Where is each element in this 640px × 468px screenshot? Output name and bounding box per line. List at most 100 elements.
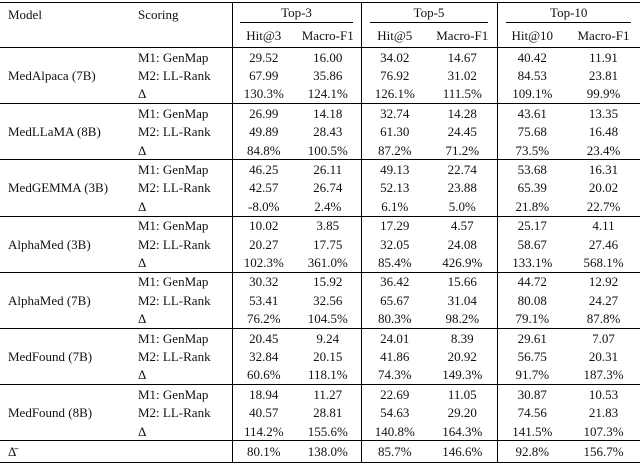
column-header: Model xyxy=(8,7,42,22)
cell-value: 53.68 xyxy=(496,159,567,179)
cell-value: 84.8% xyxy=(231,140,295,160)
data-row: MedGEMMA (3B) M1: GenMap 46.25 26.11 49.13 22… xyxy=(0,159,640,217)
cell-value: 13.35 xyxy=(567,103,640,123)
data-row: M2: LL-Rank 49.89 28.43 61.30 24.45 75.68 16.4… xyxy=(0,122,640,141)
data-row: MedAlpaca (7B) M1: GenMap 29.52 16.00 34.02 1… xyxy=(0,46,640,104)
group-header: Top-5 xyxy=(360,2,497,24)
cell-value: 156.7% xyxy=(567,440,640,463)
group-label: Top-10 xyxy=(506,4,632,23)
model-name: MedLLaMA (8B) xyxy=(0,103,133,160)
cell-value: 20.31 xyxy=(588,348,619,364)
data-row: Δ 60.6% 118.1% 74.3% 149.3% 91.7% 187.3% xyxy=(0,365,640,385)
cell-value: 102.3% xyxy=(231,253,295,273)
cell-value: 61.30 xyxy=(360,122,428,141)
cell-value: 22.74 xyxy=(428,159,497,179)
scoring-label: M1: GenMap xyxy=(133,215,232,235)
scoring-label: M2: LL-Rank xyxy=(138,68,211,84)
cell-value: 22.7% xyxy=(586,198,621,214)
average-label: Δ̄ xyxy=(0,440,232,463)
scoring-label: M1: GenMap xyxy=(133,327,232,348)
cell-value: 141.5% xyxy=(496,421,567,441)
cell-value: 41.86 xyxy=(360,347,428,366)
model-name: MedAlpaca (7B) xyxy=(0,46,133,104)
cell-value: 11.05 xyxy=(428,384,497,404)
cell-value: 16.00 xyxy=(295,47,361,67)
cell-value: 36.42 xyxy=(360,271,428,292)
cell-value: 164.3% xyxy=(442,423,483,439)
cell-value: 124.1% xyxy=(307,86,348,102)
cell-value: 84.53 xyxy=(496,66,567,85)
data-row: Δ 114.2% 155.6% 140.8% 164.3% 141.5% 107.3% xyxy=(0,421,640,441)
cell-value: 54.63 xyxy=(360,403,428,422)
scoring-label: M2: LL-Rank xyxy=(138,236,211,252)
scoring-label: M1: GenMap xyxy=(133,103,232,123)
cell-value: 30.32 xyxy=(231,271,295,292)
cell-value: 31.02 xyxy=(447,68,477,84)
cell-value: 14.67 xyxy=(428,47,497,67)
cell-value: 91.7% xyxy=(496,365,567,385)
cell-value: 31.04 xyxy=(447,292,477,308)
cell-value: 32.05 xyxy=(360,234,428,254)
data-row: Δ 102.3% 361.0% 85.4% 426.9% 133.1% 568.1% xyxy=(0,253,640,273)
cell-value: 187.3% xyxy=(583,367,624,383)
cell-value: 11.91 xyxy=(567,47,640,67)
cell-value: 76.2% xyxy=(231,309,295,329)
cell-value: 27.46 xyxy=(588,236,619,252)
column-header: Scoring xyxy=(138,7,179,22)
cell-value: 44.72 xyxy=(496,271,567,292)
cell-value: 29.61 xyxy=(496,327,567,348)
scoring-label: M1: GenMap xyxy=(133,159,232,179)
cell-value: 49.89 xyxy=(231,122,295,141)
cell-value: 74.56 xyxy=(496,403,567,422)
cell-value: 52.13 xyxy=(360,178,428,198)
data-row: M2: LL-Rank 32.84 20.15 41.86 20.92 56.75 20.3… xyxy=(0,347,640,366)
cell-value: 26.99 xyxy=(231,103,295,123)
group-header: Top-3 xyxy=(231,2,361,24)
cell-value: 361.0% xyxy=(307,254,348,270)
model-name: MedFound (8B) xyxy=(0,384,133,441)
data-row: AlphaMed (3B) M1: GenMap 10.02 3.85 17.29 4.5… xyxy=(0,215,640,273)
scoring-label: M1: GenMap xyxy=(133,384,232,404)
cell-value: 24.08 xyxy=(447,236,477,252)
cell-value: -8.0% xyxy=(231,197,295,217)
cell-value: 21.83 xyxy=(588,405,619,421)
data-row: MedLLaMA (8B) M1: GenMap 26.99 14.18 32.74 14… xyxy=(0,103,640,160)
cell-value: 107.3% xyxy=(583,423,624,439)
scoring-label: Δ xyxy=(138,254,147,270)
cell-value: 85.4% xyxy=(360,253,428,273)
cell-value: 73.5% xyxy=(496,140,567,160)
cell-value: 133.1% xyxy=(496,253,567,273)
scoring-label: M2: LL-Rank xyxy=(138,124,211,140)
cell-value: 53.41 xyxy=(231,291,295,310)
cell-value: 130.3% xyxy=(231,84,295,104)
metric-header: Macro-F1 xyxy=(567,24,640,48)
cell-value: 85.7% xyxy=(360,440,428,463)
cell-value: 2.4% xyxy=(314,198,342,214)
cell-value: 568.1% xyxy=(583,254,624,270)
cell-value: 74.3% xyxy=(360,365,428,385)
cell-value: 16.48 xyxy=(588,124,619,140)
cell-value: 24.01 xyxy=(360,327,428,348)
metric-header: Hit@10 xyxy=(496,24,567,48)
cell-value: 65.39 xyxy=(496,178,567,198)
cell-value: 28.81 xyxy=(313,405,343,421)
cell-value: 149.3% xyxy=(442,367,483,383)
cell-value: 79.1% xyxy=(496,309,567,329)
group-header: Top-10 xyxy=(496,2,640,24)
cell-value: 114.2% xyxy=(231,421,295,441)
group-label: Top-5 xyxy=(369,4,489,23)
cell-value: 80.1% xyxy=(231,440,295,463)
cell-value: 111.5% xyxy=(442,86,482,102)
cell-value: 20.92 xyxy=(447,348,477,364)
cell-value: 80.08 xyxy=(496,291,567,310)
cell-value: 23.88 xyxy=(447,180,477,196)
data-row: MedFound (8B) M1: GenMap 18.94 11.27 22.69 11… xyxy=(0,384,640,441)
cell-value: 7.07 xyxy=(567,327,640,348)
average-row: Δ̄ 80.1% 138.0% 85.7% 146.6% 92.8% 156.7% xyxy=(0,440,640,463)
cell-value: 76.92 xyxy=(360,66,428,85)
cell-value: 67.99 xyxy=(231,66,295,85)
cell-value: 40.42 xyxy=(496,47,567,67)
cell-value: 42.57 xyxy=(231,178,295,198)
scoring-label: Δ xyxy=(138,423,147,439)
cell-value: 98.2% xyxy=(445,311,480,327)
